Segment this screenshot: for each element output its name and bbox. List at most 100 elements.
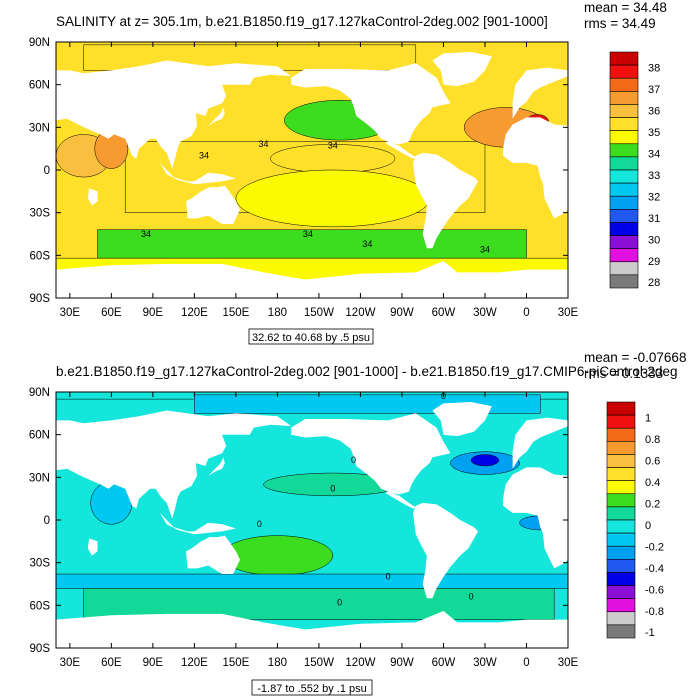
colorbar-label: 29 xyxy=(648,256,660,268)
y-tick-label: 60N xyxy=(29,80,50,92)
colorbar-swatch xyxy=(609,222,639,236)
colorbar-swatch xyxy=(609,156,639,171)
colorbar-swatch xyxy=(606,480,636,495)
panel2-title: b.e21.B1850.f19_g17.127kaControl-2deg.00… xyxy=(56,364,677,379)
x-tick-label: 150W xyxy=(304,657,334,669)
x-tick-label: 90E xyxy=(143,307,164,319)
colorbar-label: 1 xyxy=(645,413,651,425)
x-tick-label: 30E xyxy=(60,307,81,319)
contour-label: 34 xyxy=(362,239,372,249)
colorbar-label: 32 xyxy=(648,191,660,203)
x-tick-label: 90W xyxy=(390,657,414,669)
x-tick-label: 180 xyxy=(268,657,287,669)
colorbar-swatch xyxy=(606,532,636,547)
land-mask xyxy=(159,162,236,185)
colorbar-swatch xyxy=(609,274,639,289)
colorbar-label: 28 xyxy=(648,277,660,289)
colorbar-swatch xyxy=(609,261,639,276)
land-mask xyxy=(159,512,236,535)
panel1-mean: mean = 34.48 xyxy=(584,0,667,15)
land-mask xyxy=(385,141,416,159)
colorbar-swatch xyxy=(606,467,636,481)
panel1-axes: 30E 60E 90E 120E 150E 180 150W 120W 90W 60W 30W 0 30… xyxy=(29,37,579,319)
colorbar-label: 0 xyxy=(645,520,651,532)
colorbar-swatch xyxy=(606,572,636,586)
contour-label: 34 xyxy=(328,141,338,151)
contour-label: 0 xyxy=(351,455,356,465)
y-tick-label: 0 xyxy=(44,515,50,527)
colorbar-swatch xyxy=(609,143,639,158)
x-tick-label: 60W xyxy=(432,307,456,319)
colorbar-label: 35 xyxy=(648,127,660,139)
land-mask xyxy=(56,410,292,519)
colorbar-label: 0.8 xyxy=(645,434,660,446)
contour-label: 34 xyxy=(480,244,490,254)
y-tick-label: 90N xyxy=(29,37,50,49)
contour-label: 34 xyxy=(141,229,151,239)
x-tick-label: 150E xyxy=(222,657,249,669)
x-tick-label: 60W xyxy=(432,657,456,669)
y-tick-label: 30S xyxy=(30,208,51,220)
colorbar-swatch xyxy=(606,585,636,599)
colorbar-swatch xyxy=(609,51,639,66)
contour-label: 34 xyxy=(303,229,313,239)
x-tick-label: 30W xyxy=(473,307,497,319)
x-tick-label: 30W xyxy=(473,657,497,669)
x-tick-label: 0 xyxy=(523,657,529,669)
colorbar-label: -1 xyxy=(645,627,655,639)
contour-label: 0 xyxy=(469,592,474,602)
land-mask xyxy=(385,491,416,509)
panel2-rms: rms = 0.1333 xyxy=(584,366,663,381)
panel1-info-box xyxy=(248,328,374,345)
x-tick-label: 120W xyxy=(345,307,375,319)
colorbar-swatch xyxy=(609,169,639,184)
colorbar-swatch xyxy=(606,545,636,560)
colorbar-swatch xyxy=(606,611,636,626)
y-tick-label: 30N xyxy=(29,122,50,134)
panel1-rms: rms = 34.49 xyxy=(584,16,656,31)
land-mask xyxy=(291,413,451,495)
colorbar-swatch xyxy=(606,401,636,416)
field-band xyxy=(56,573,568,589)
colorbar-label: 33 xyxy=(648,170,660,182)
colorbar-swatch xyxy=(609,64,639,79)
panel1-title: SALINITY at z= 305.1m, b.e21.B1850.f19_g… xyxy=(56,14,548,29)
land-mask xyxy=(413,152,479,249)
land-mask xyxy=(56,60,292,169)
panel1-colorbar: 38 37 36 35 34 33 32 31 30 29 28 xyxy=(609,51,660,289)
panel1-info-label: 32.62 to 40.68 by .5 psu xyxy=(252,332,370,344)
panel2-colorbar: 1 0.8 0.6 0.4 0.2 0 -0.2 -0.4 -0.6 -0.8 -1 xyxy=(606,401,664,639)
land-mask xyxy=(186,535,240,574)
colorbar-swatch xyxy=(609,195,639,210)
land-mask xyxy=(186,185,240,224)
field-blob xyxy=(221,535,334,576)
x-tick-label: 180 xyxy=(268,307,287,319)
land-mask xyxy=(291,63,451,145)
land-mask xyxy=(432,52,492,87)
land-mask xyxy=(56,611,568,648)
colorbar-swatch xyxy=(606,441,636,455)
x-tick-label: 120E xyxy=(181,657,208,669)
colorbar-swatch xyxy=(609,104,639,118)
colorbar-label: -0.8 xyxy=(645,606,664,618)
land-mask xyxy=(87,538,98,556)
land-mask xyxy=(87,188,98,206)
x-tick-label: 90E xyxy=(143,657,164,669)
panel-difference: b.e21.B1850.f19_g17.127kaControl-2deg.00… xyxy=(29,350,686,696)
colorbar-swatch xyxy=(609,248,639,263)
panel2-mean: mean = -0.07668 xyxy=(584,350,686,365)
colorbar-label: 36 xyxy=(648,106,660,118)
colorbar-swatch xyxy=(606,624,636,639)
colorbar-label: -0.4 xyxy=(645,563,664,575)
panel2-info-label: -1.87 to .552 by .1 psu xyxy=(257,683,366,695)
x-tick-label: 30E xyxy=(558,657,579,669)
colorbar-swatch xyxy=(606,598,636,613)
contour-label: 0 xyxy=(386,572,391,582)
colorbar-label: -0.2 xyxy=(645,541,664,553)
contour-label: 34 xyxy=(199,151,209,161)
y-tick-label: 60S xyxy=(30,250,51,262)
land-mask xyxy=(56,261,568,298)
colorbar-swatch xyxy=(606,427,636,442)
x-tick-label: 0 xyxy=(523,307,529,319)
y-tick-label: 0 xyxy=(44,165,50,177)
